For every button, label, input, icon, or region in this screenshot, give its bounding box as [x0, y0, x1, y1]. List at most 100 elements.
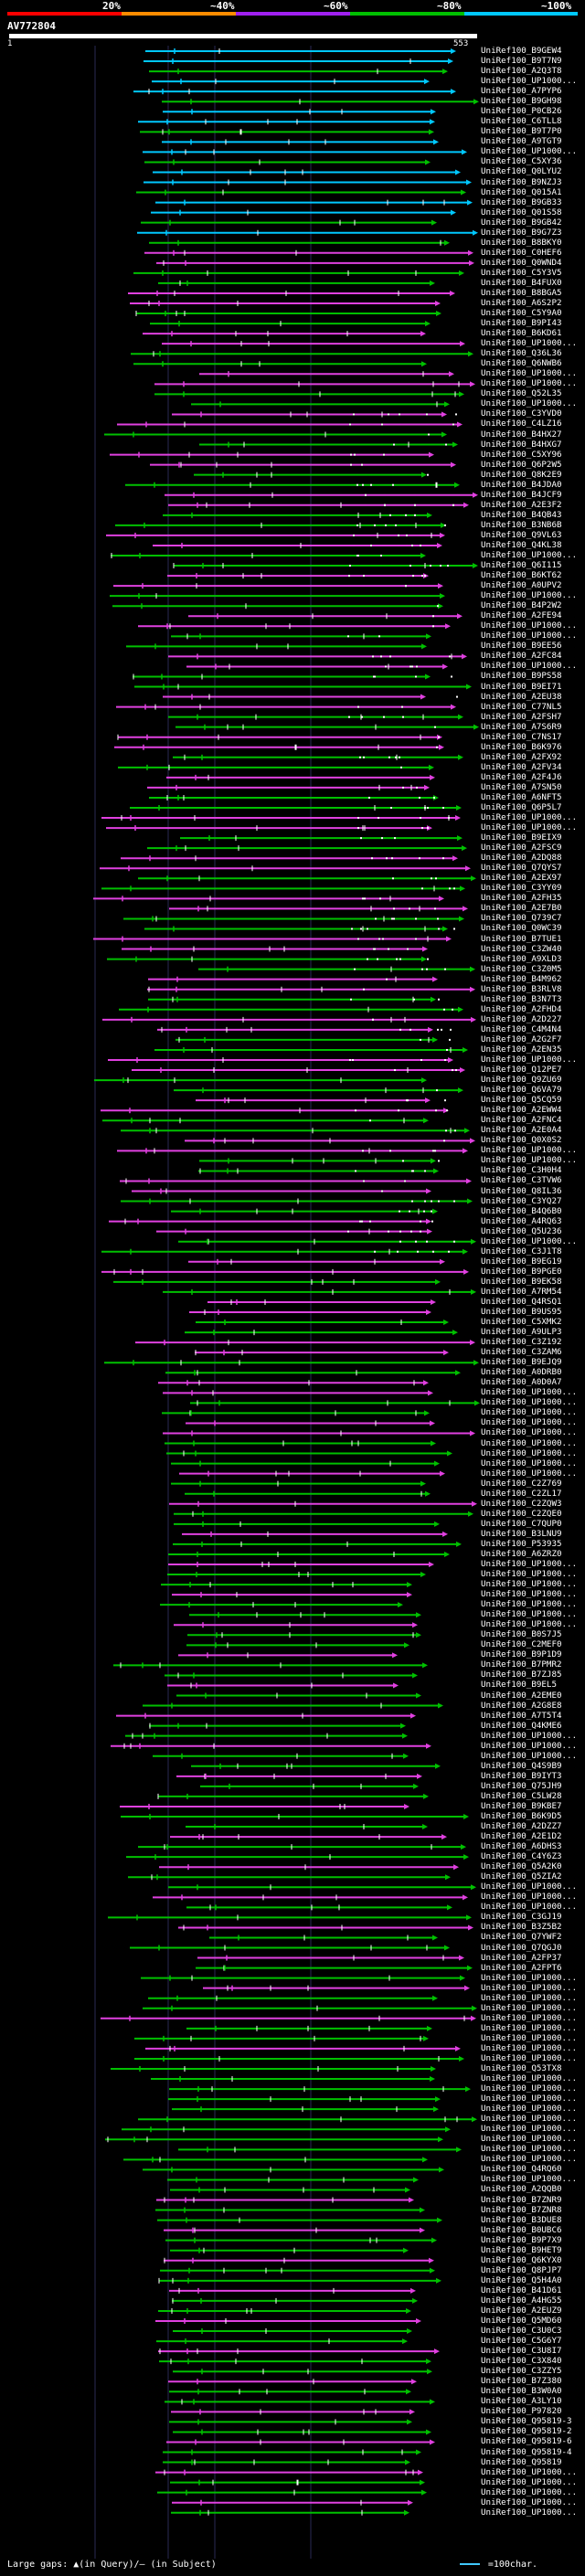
hit-label[interactable]: UniRef100_B4HXG7	[481, 439, 562, 450]
hit-label[interactable]: UniRef100_A6ZRZ0	[481, 1548, 562, 1559]
hit-label[interactable]: UniRef100_A4RQ63	[481, 1215, 562, 1226]
hit-label[interactable]: UniRef100_Q7YWF2	[481, 1932, 562, 1943]
hit-label[interactable]: UniRef100_Q5MD60	[481, 2316, 562, 2326]
hit-label[interactable]: UniRef100_B9PS58	[481, 671, 562, 682]
hit-label[interactable]: UniRef100_Q0WND4	[481, 257, 562, 268]
hit-label[interactable]: UniRef100_C3J1T8	[481, 1246, 562, 1256]
hit-label[interactable]: UniRef100_UP1000...	[481, 1387, 578, 1398]
hit-label[interactable]: UniRef100_B3RLV8	[481, 983, 562, 994]
hit-label[interactable]: UniRef100_B9T7P0	[481, 126, 562, 137]
hit-label[interactable]: UniRef100_C3ZAM6	[481, 1347, 562, 1358]
hit-label[interactable]: UniRef100_C3YVD0	[481, 408, 562, 419]
hit-label[interactable]: UniRef100_UP1000...	[481, 1407, 578, 1418]
hit-label[interactable]: UniRef100_Q36L36	[481, 348, 562, 359]
hit-label[interactable]: UniRef100_Q8IL36	[481, 1185, 562, 1196]
hit-label[interactable]: UniRef100_B8BKY0	[481, 237, 562, 248]
hit-label[interactable]: UniRef100_A0D0A7	[481, 1377, 562, 1388]
hit-label[interactable]: UniRef100_A6DHS3	[481, 1841, 562, 1852]
hit-label[interactable]: UniRef100_C2ZQW3	[481, 1498, 562, 1509]
hit-label[interactable]: UniRef100_A2FH35	[481, 893, 562, 904]
hit-label[interactable]: UniRef100_A2FP37	[481, 1952, 562, 1963]
hit-label[interactable]: UniRef100_C6TLL8	[481, 116, 562, 127]
hit-label[interactable]: UniRef100_A7T5T4	[481, 1710, 562, 1721]
hit-label[interactable]: UniRef100_Q4KL38	[481, 539, 562, 550]
hit-label[interactable]: UniRef100_Q53TX8	[481, 2063, 562, 2073]
hit-label[interactable]: UniRef100_B3W0A0	[481, 2386, 562, 2397]
hit-label[interactable]: UniRef100_UP1000...	[481, 812, 578, 823]
hit-label[interactable]: UniRef100_C3GJ19	[481, 1912, 562, 1923]
hit-label[interactable]: UniRef100_A7PYP6	[481, 86, 562, 97]
hit-label[interactable]: UniRef100_UP1000...	[481, 1447, 578, 1458]
hit-label[interactable]: UniRef100_B4P2W2	[481, 600, 562, 611]
hit-label[interactable]: UniRef100_A9TGT9	[481, 136, 562, 147]
hit-label[interactable]: UniRef100_UP1000...	[481, 2052, 578, 2063]
hit-label[interactable]: UniRef100_C2MEF0	[481, 1639, 562, 1650]
hit-label[interactable]: UniRef100_B9GEW4	[481, 46, 562, 56]
hit-label[interactable]: UniRef100_Q01S58	[481, 207, 562, 217]
hit-label[interactable]: UniRef100_UP1000...	[481, 620, 578, 631]
hit-label[interactable]: UniRef100_B9GB42	[481, 217, 562, 228]
hit-label[interactable]: UniRef100_UP1000...	[481, 2134, 578, 2145]
hit-label[interactable]: UniRef100_C5Y3V5	[481, 267, 562, 278]
hit-label[interactable]: UniRef100_UP1000...	[481, 1882, 578, 1892]
hit-label[interactable]: UniRef100_B9EL5	[481, 1680, 557, 1691]
hit-label[interactable]: UniRef100_C5LW28	[481, 1790, 562, 1801]
hit-label[interactable]: UniRef100_UP1000...	[481, 2496, 578, 2507]
hit-label[interactable]: UniRef100_B0S7J5	[481, 1629, 562, 1640]
hit-label[interactable]: UniRef100_UP1000...	[481, 338, 578, 349]
hit-label[interactable]: UniRef100_UP1000...	[481, 398, 578, 409]
hit-label[interactable]: UniRef100_B9EE56	[481, 641, 562, 652]
hit-label[interactable]: UniRef100_UP1000...	[481, 2083, 578, 2094]
hit-label[interactable]: UniRef100_B3NB6B	[481, 519, 562, 530]
hit-label[interactable]: UniRef100_UP1000...	[481, 2144, 578, 2155]
hit-label[interactable]: UniRef100_UP1000...	[481, 1397, 578, 1408]
hit-label[interactable]: UniRef100_Q5A2K0	[481, 1861, 562, 1872]
hit-label[interactable]: UniRef100_B8BGA5	[481, 287, 562, 298]
hit-label[interactable]: UniRef100_C4LZ16	[481, 419, 562, 429]
hit-label[interactable]: UniRef100_B6KD61	[481, 328, 562, 339]
hit-label[interactable]: UniRef100_B4Q6B0	[481, 1205, 562, 1216]
hit-label[interactable]: UniRef100_B9PGE0	[481, 1266, 562, 1277]
hit-label[interactable]: UniRef100_A4HG55	[481, 2295, 562, 2306]
hit-label[interactable]: UniRef100_B9NZJ3	[481, 176, 562, 187]
hit-label[interactable]: UniRef100_A7S6R9	[481, 721, 562, 732]
hit-label[interactable]: UniRef100_B7ZNR9	[481, 2194, 562, 2205]
hit-label[interactable]: UniRef100_C3Z192	[481, 1337, 562, 1348]
hit-label[interactable]: UniRef100_A3LY10	[481, 2396, 562, 2407]
hit-label[interactable]: UniRef100_UP1000...	[481, 1619, 578, 1630]
hit-label[interactable]: UniRef100_A9ULP3	[481, 1327, 562, 1338]
hit-label[interactable]: UniRef100_A2FSC9	[481, 843, 562, 853]
hit-label[interactable]: UniRef100_C77NL5	[481, 701, 562, 712]
hit-label[interactable]: UniRef100_B9EK58	[481, 1276, 562, 1287]
hit-label[interactable]: UniRef100_A2FV34	[481, 761, 562, 772]
hit-label[interactable]: UniRef100_UP1000...	[481, 76, 578, 87]
hit-label[interactable]: UniRef100_UP1000...	[481, 2032, 578, 2043]
hit-label[interactable]: UniRef100_B4HX27	[481, 429, 562, 440]
hit-label[interactable]: UniRef100_C3Z0M5	[481, 963, 562, 974]
hit-label[interactable]: UniRef100_UP1000...	[481, 2002, 578, 2013]
hit-label[interactable]: UniRef100_UP1000...	[481, 1145, 578, 1156]
hit-label[interactable]: UniRef100_Q8PJP7	[481, 2264, 562, 2275]
hit-label[interactable]: UniRef100_A2G8E8	[481, 1700, 562, 1711]
hit-label[interactable]: UniRef100_Q0WC39	[481, 923, 562, 934]
hit-label[interactable]: UniRef100_Q0X0S2	[481, 1135, 562, 1146]
hit-label[interactable]: UniRef100_Q7QGJ0	[481, 1942, 562, 1953]
hit-label[interactable]: UniRef100_B4JCF9	[481, 489, 562, 500]
hit-label[interactable]: UniRef100_UP1000...	[481, 1599, 578, 1610]
hit-label[interactable]: UniRef100_A2FC84	[481, 651, 562, 662]
hit-label[interactable]: UniRef100_Q5H4A0	[481, 2274, 562, 2285]
hit-label[interactable]: UniRef100_UP1000...	[481, 2476, 578, 2487]
hit-label[interactable]: UniRef100_Q95819	[481, 2456, 562, 2467]
hit-label[interactable]: UniRef100_A2QQB0	[481, 2184, 562, 2195]
hit-label[interactable]: UniRef100_B9IYT3	[481, 1770, 562, 1781]
hit-label[interactable]: UniRef100_A2DQ88	[481, 853, 562, 864]
hit-label[interactable]: UniRef100_A2FHD4	[481, 1003, 562, 1014]
hit-label[interactable]: UniRef100_Q6KYX0	[481, 2254, 562, 2265]
hit-label[interactable]: UniRef100_C3U8I7	[481, 2346, 562, 2357]
hit-label[interactable]: UniRef100_C2Z769	[481, 1478, 562, 1489]
hit-label[interactable]: UniRef100_UP1000...	[481, 1427, 578, 1438]
hit-label[interactable]: UniRef100_P0CB26	[481, 106, 562, 117]
hit-label[interactable]: UniRef100_Q8K2E9	[481, 469, 562, 480]
hit-label[interactable]: UniRef100_B6K976	[481, 741, 562, 752]
hit-label[interactable]: UniRef100_A0UPV2	[481, 580, 562, 591]
